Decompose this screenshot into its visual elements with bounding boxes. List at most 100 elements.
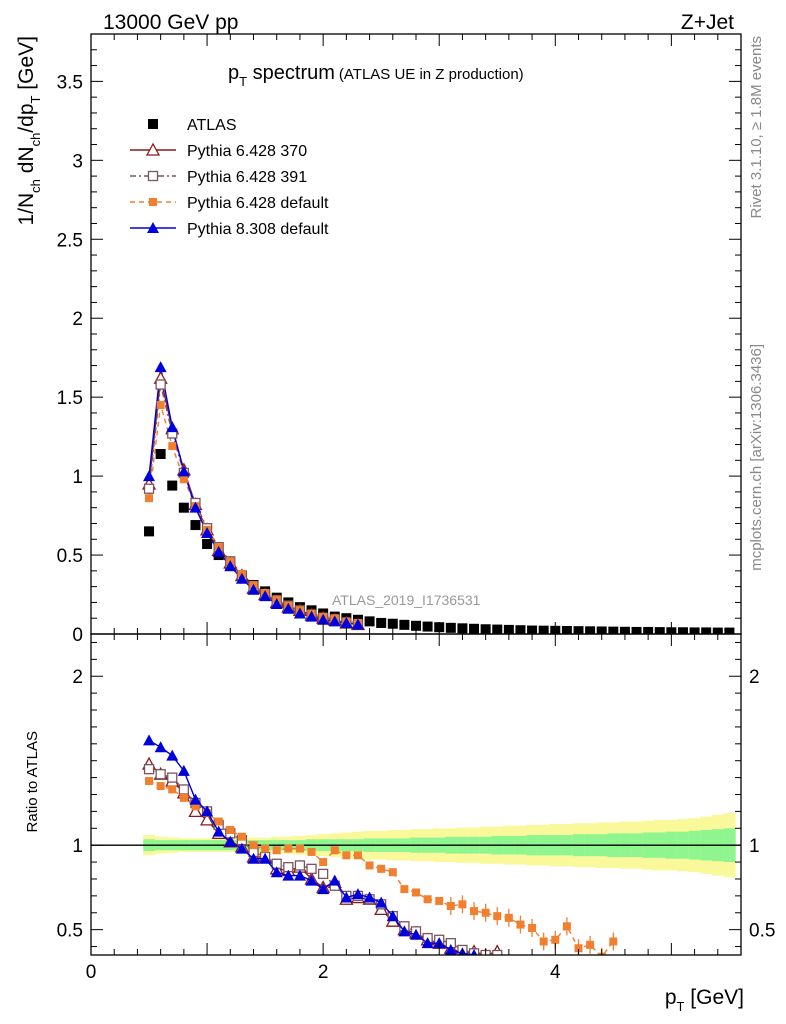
ratio-panel [91, 734, 741, 955]
ratio-point [317, 868, 329, 880]
data-point-atlas [190, 520, 201, 531]
data-point [224, 560, 237, 572]
ratio-point [586, 940, 595, 949]
data-point-atlas [608, 626, 619, 634]
data-point [143, 483, 155, 494]
ratio-point [212, 825, 225, 837]
ratio-point [177, 764, 190, 776]
ratio-point [166, 749, 179, 761]
ratio-point [284, 844, 293, 853]
ratio-point [295, 844, 304, 853]
data-point-atlas [538, 625, 549, 634]
data-point [189, 501, 202, 513]
y-tick-label: 2.5 [57, 230, 83, 251]
data-point [340, 616, 353, 628]
ratio-point [259, 852, 272, 864]
data-point [317, 613, 330, 625]
data-point-atlas [155, 449, 166, 459]
ratio-point [470, 907, 479, 916]
data-point-atlas [701, 627, 712, 634]
ratio-point [155, 769, 166, 780]
ratio-point [365, 861, 374, 870]
ratio-point [247, 852, 260, 864]
legend: ATLAS Pythia 6.428 370 Pythia 6.428 391 Pyt… [130, 117, 329, 238]
ratio-point [410, 928, 422, 940]
ratio-point [446, 902, 455, 911]
ratio-point [282, 869, 295, 881]
y-axis-label: 1/Nch dNch/dpT [GeV] [15, 36, 43, 226]
ratio-y-axis-label: Ratio to ATLAS [24, 731, 41, 832]
ratio-point [504, 913, 513, 922]
process-label: Z+Jet [681, 11, 734, 34]
data-point-atlas [178, 502, 189, 513]
analysis-label: ATLAS_2019_I1736531 [332, 592, 481, 608]
ratio-point [261, 844, 270, 853]
data-point [259, 590, 272, 602]
ratio-point [191, 802, 200, 811]
legend-entry: ATLAS [148, 117, 237, 134]
data-point [293, 607, 306, 619]
ratio-point [235, 842, 248, 854]
ratio-tick-label: 0.5 [57, 921, 83, 942]
ratio-point [492, 949, 503, 955]
rivet-label: Rivet 3.1.10, ≥ 1.8M events [748, 36, 765, 219]
ratio-point [199, 812, 215, 826]
data-point [351, 618, 364, 630]
ratio-point [168, 785, 177, 794]
ratio-point [562, 922, 571, 931]
ratio-point [317, 883, 330, 895]
legend-label: Pythia 6.428 391 [187, 169, 307, 186]
ratio-point [363, 891, 376, 903]
data-point-atlas [492, 624, 503, 634]
legend-label: Pythia 6.428 370 [187, 143, 307, 160]
ratio-point [435, 896, 444, 905]
ratio-point [342, 851, 351, 860]
y-tick-label: 3 [72, 151, 83, 172]
ratio-point [143, 734, 156, 746]
data-point-atlas [144, 526, 155, 537]
ratio-point [353, 851, 362, 860]
y-tick-label: 2 [72, 309, 83, 330]
ratio-point [330, 846, 339, 855]
legend-entry: Pythia 6.428 default [130, 195, 329, 212]
ratio-point [551, 935, 560, 944]
data-point [201, 526, 214, 538]
ratio-point [305, 874, 318, 886]
legend-marker [148, 119, 158, 129]
y-tick-label: 1.5 [57, 388, 83, 409]
data-point-atlas [364, 616, 375, 627]
data-point [235, 572, 248, 584]
data-point-atlas [677, 627, 688, 634]
data-point [282, 602, 295, 614]
x-axis-label: pT [GeV] [665, 986, 744, 1014]
data-point [179, 475, 188, 484]
ratio-point [351, 888, 364, 900]
data-point [328, 615, 341, 627]
data-point [143, 470, 156, 482]
data-point [247, 583, 260, 595]
data-point-atlas [411, 620, 421, 631]
ratio-point [340, 891, 353, 903]
energy-label: 13000 GeV pp [103, 11, 238, 34]
ratio-point [398, 925, 411, 937]
ratio-point [294, 860, 306, 871]
legend-marker [147, 170, 159, 182]
y-tick-label: 0.5 [57, 546, 83, 567]
ratio-tick-label-right: 1 [749, 836, 760, 857]
ratio-point [226, 825, 235, 834]
data-point [154, 361, 167, 373]
ratio-point [377, 864, 386, 873]
x-tick-label: 0 [86, 962, 97, 983]
ratio-point [249, 841, 258, 850]
data-point [270, 598, 283, 609]
legend-marker [149, 198, 157, 206]
ratio-point [270, 866, 283, 878]
ratio-tick-label-right: 0.5 [749, 921, 775, 942]
ratio-point [307, 847, 316, 856]
ratio-point [423, 895, 432, 904]
ratio-point [145, 776, 154, 785]
data-point [156, 401, 165, 410]
ratio-point [375, 896, 388, 908]
ratio-point [458, 900, 467, 909]
